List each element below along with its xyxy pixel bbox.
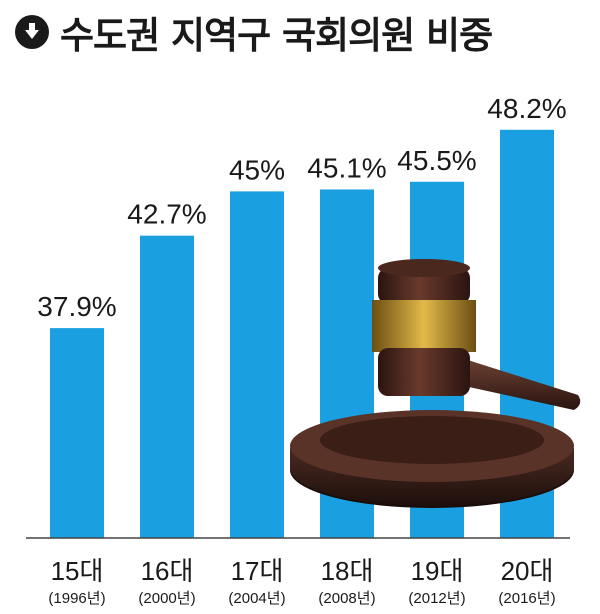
year-sublabel: (2008년) (318, 590, 375, 607)
category-label: 15대 (51, 556, 104, 586)
value-label: 48.2% (487, 93, 566, 124)
year-sublabel: (2004년) (228, 590, 285, 607)
value-label: 45.5% (397, 145, 476, 176)
category-label: 19대 (411, 556, 464, 586)
value-label: 42.7% (127, 199, 206, 230)
category-label: 20대 (501, 556, 554, 586)
year-sublabel: (2000년) (138, 590, 195, 607)
year-sublabel: (2012년) (408, 590, 465, 607)
category-label: 17대 (231, 556, 284, 586)
bar-16대 (140, 235, 194, 538)
value-label: 45.1% (307, 152, 386, 183)
value-label: 37.9% (37, 291, 116, 322)
gavel-image (290, 259, 581, 508)
year-sublabel: (1996년) (48, 590, 105, 607)
bar-17대 (230, 191, 284, 538)
bar-15대 (50, 328, 104, 538)
year-sublabel: (2016년) (498, 590, 555, 607)
category-label: 16대 (141, 556, 194, 586)
value-label: 45% (229, 154, 285, 185)
chart-title: 수도권 지역구 국회의원 비중 (60, 14, 493, 57)
chart-header: 수도권 지역구 국회의원 비중 (14, 6, 493, 58)
down-arrow-circle-icon (15, 15, 49, 49)
category-label: 18대 (321, 556, 374, 586)
